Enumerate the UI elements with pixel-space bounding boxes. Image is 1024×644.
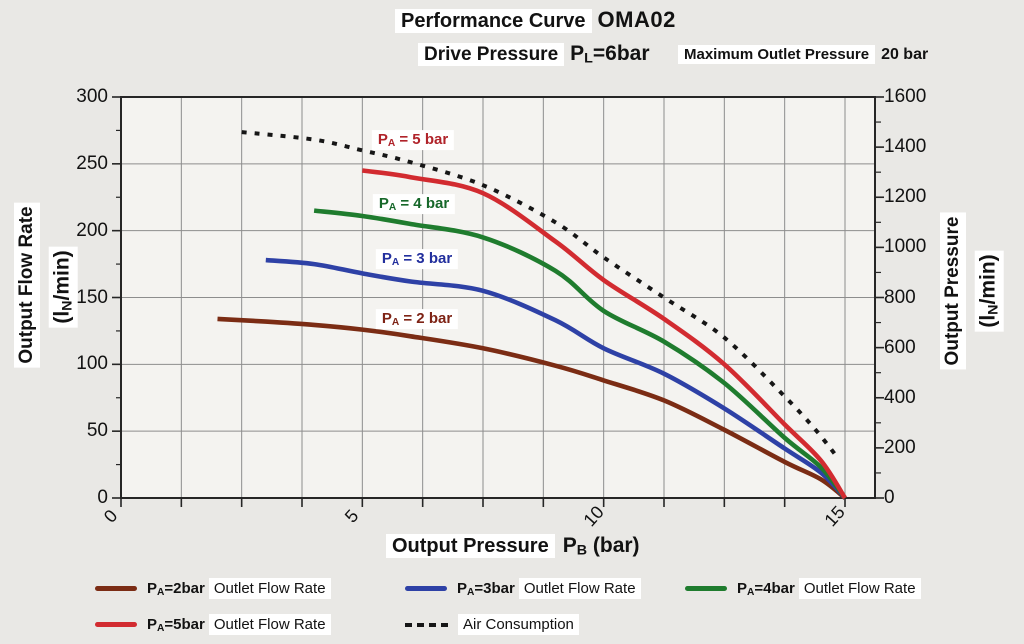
legend-series-label: Outlet Flow Rate <box>518 578 641 599</box>
legend-series-label: Outlet Flow Rate <box>208 578 331 599</box>
legend-line-swatch <box>95 622 137 627</box>
curve-pa-5bar-outlet-flow-rate <box>361 168 847 500</box>
drive-pressure-subtitle: Drive Pressure PL=6bar <box>418 42 650 67</box>
legend-item: Air Consumption <box>405 614 579 635</box>
legend-line-swatch <box>685 586 727 591</box>
curve-label: PA = 2 bar <box>375 309 459 329</box>
y-right-tick-label: 1400 <box>884 136 927 157</box>
y-left-tick-label: 200 <box>76 220 108 241</box>
legend-item: PA=3bar Outlet Flow Rate <box>405 578 641 599</box>
y-left-tick-label: 0 <box>97 487 108 508</box>
curve-pa-3bar-outlet-flow-rate <box>265 257 847 500</box>
air-consumption-dash-swatch <box>405 622 448 627</box>
legend-series-label: Outlet Flow Rate <box>208 614 331 635</box>
legend-series-symbol: PA=2bar <box>147 579 205 598</box>
chart-title: Performance Curve OMA02 <box>395 7 676 33</box>
drive-pressure-value: PL=6bar <box>570 42 650 67</box>
max-outlet-value: 20 bar <box>881 46 929 63</box>
legend-series-symbol: PA=4bar <box>737 579 795 598</box>
legend-line-swatch <box>95 586 137 591</box>
legend-series-label: Outlet Flow Rate <box>798 578 921 599</box>
legend-series-symbol: PA=3bar <box>457 579 515 598</box>
y-left-tick-label: 250 <box>76 153 108 174</box>
legend-item: PA=2bar Outlet Flow Rate <box>95 578 331 599</box>
curve-label: PA = 3 bar <box>375 249 459 269</box>
legend-series-label: Air Consumption <box>458 614 579 635</box>
chart-title-model: OMA02 <box>597 7 676 32</box>
curve-air-consumption <box>241 130 840 460</box>
legend-series-symbol: PA=5bar <box>147 615 205 634</box>
max-outlet-label: Maximum Outlet Pressure <box>678 45 876 64</box>
y-right-tick-label: 400 <box>884 387 916 408</box>
y-left-tick-label: 50 <box>86 420 108 441</box>
curve-label: PA = 5 bar <box>371 130 455 150</box>
curve-label: PA = 4 bar <box>372 194 456 214</box>
y-left-tick-label: 100 <box>76 353 108 374</box>
legend-item: PA=5bar Outlet Flow Rate <box>95 614 331 635</box>
y-right-tick-label: 600 <box>884 337 916 358</box>
y-left-tick-label: 150 <box>76 287 108 308</box>
legend-line-swatch <box>405 586 447 591</box>
curve-pa-4bar-outlet-flow-rate <box>313 208 847 500</box>
y-right-tick-label: 1000 <box>884 236 927 257</box>
y-right-tick-label: 1600 <box>884 86 927 107</box>
x-axis-title: Output Pressure PB (bar) <box>386 534 640 559</box>
drive-pressure-label: Drive Pressure <box>418 43 565 66</box>
y-left-axis-title: Output Flow Rate <box>14 202 40 368</box>
y-left-tick-label: 300 <box>76 86 108 107</box>
y-right-tick-label: 0 <box>884 487 895 508</box>
curve-pa-2bar-outlet-flow-rate <box>217 316 847 500</box>
x-axis-title-symbol: PB (bar) <box>562 534 640 559</box>
y-right-tick-label: 800 <box>884 287 916 308</box>
max-outlet-pressure: Maximum Outlet Pressure 20 bar <box>678 45 929 64</box>
y-right-axis-unit: (lN/min) <box>974 250 1004 332</box>
y-right-tick-label: 1200 <box>884 186 927 207</box>
y-right-tick-label: 200 <box>884 437 916 458</box>
legend-item: PA=4bar Outlet Flow Rate <box>685 578 921 599</box>
chart-title-label: Performance Curve <box>395 9 592 33</box>
x-axis-title-main: Output Pressure <box>386 534 555 558</box>
